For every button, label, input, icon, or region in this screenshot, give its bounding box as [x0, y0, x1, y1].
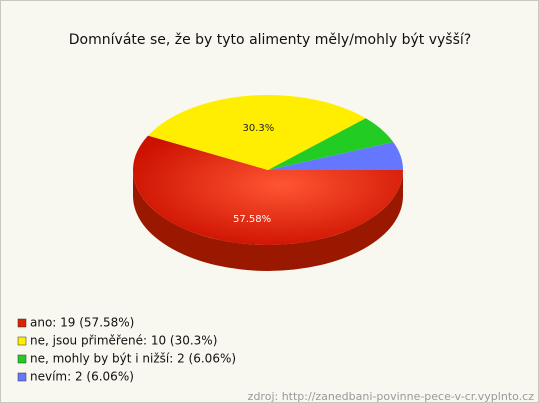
- legend-label: ne, jsou přiměřené: 10 (30.3%): [30, 334, 217, 348]
- source: zdroj: http://zanedbani-povinne-pece-v-c…: [248, 390, 535, 403]
- data-label: 57.58%: [233, 214, 271, 225]
- legend-label: nevím: 2 (6.06%): [30, 370, 134, 384]
- data-label: 30.3%: [243, 123, 275, 134]
- legend-swatch: [17, 354, 27, 364]
- legend-swatch: [17, 336, 27, 346]
- pie-slice: [132, 135, 403, 246]
- legend-label: ne, mohly by být i nižší: 2 (6.06%): [30, 352, 236, 366]
- pie-slice: [268, 142, 403, 170]
- pie-slice: [268, 118, 394, 170]
- pie-slice: [148, 95, 366, 170]
- legend-label: ano: 19 (57.58%): [30, 316, 134, 330]
- legend-swatch: [17, 372, 27, 382]
- chart-title: Domníváte se, že by tyto alimenty měly/m…: [69, 32, 471, 48]
- legend-swatch: [17, 318, 27, 328]
- pie-side: [133, 170, 403, 271]
